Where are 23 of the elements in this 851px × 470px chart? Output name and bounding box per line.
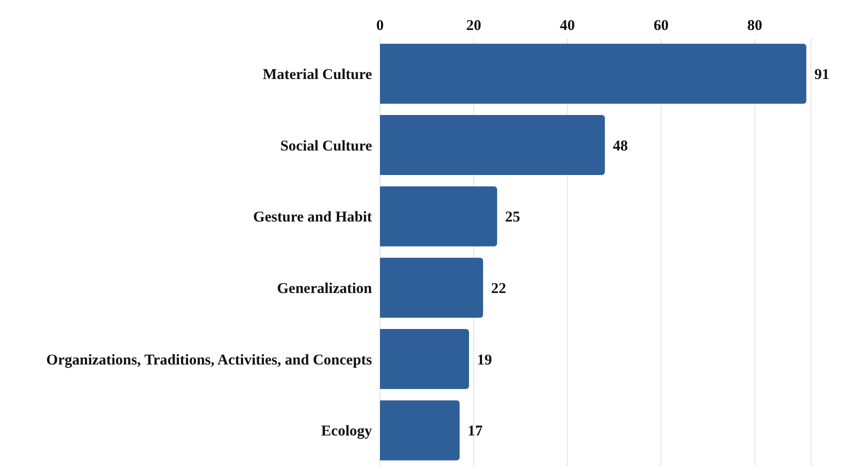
data-label: 91 (814, 67, 830, 84)
bar (380, 115, 605, 176)
x-tick-label: 0 (376, 18, 384, 34)
bar (380, 400, 460, 460)
y-tick-label: Organizations, Traditions, Activities, and Concepts (46, 352, 372, 368)
data-label: 19 (477, 352, 492, 368)
x-tick-label: 40 (560, 18, 575, 34)
bar (380, 186, 498, 246)
data-label: 22 (491, 281, 506, 298)
data-label: 25 (505, 210, 520, 226)
bar (380, 258, 484, 318)
y-tick-label: Material Culture (262, 66, 372, 83)
x-tick-label: 20 (466, 18, 482, 34)
y-tick-label: Generalization (277, 280, 373, 297)
bar (380, 329, 470, 390)
y-tick-label: Gesture and Habit (253, 210, 372, 226)
y-tick-label: Ecology (321, 424, 372, 440)
x-tick-label: 60 (654, 18, 669, 34)
y-tick-label: Social Culture (280, 138, 372, 154)
data-label: 17 (468, 424, 484, 440)
x-tick-label: 80 (747, 18, 762, 34)
data-label: 48 (612, 138, 628, 154)
bar (380, 44, 806, 104)
